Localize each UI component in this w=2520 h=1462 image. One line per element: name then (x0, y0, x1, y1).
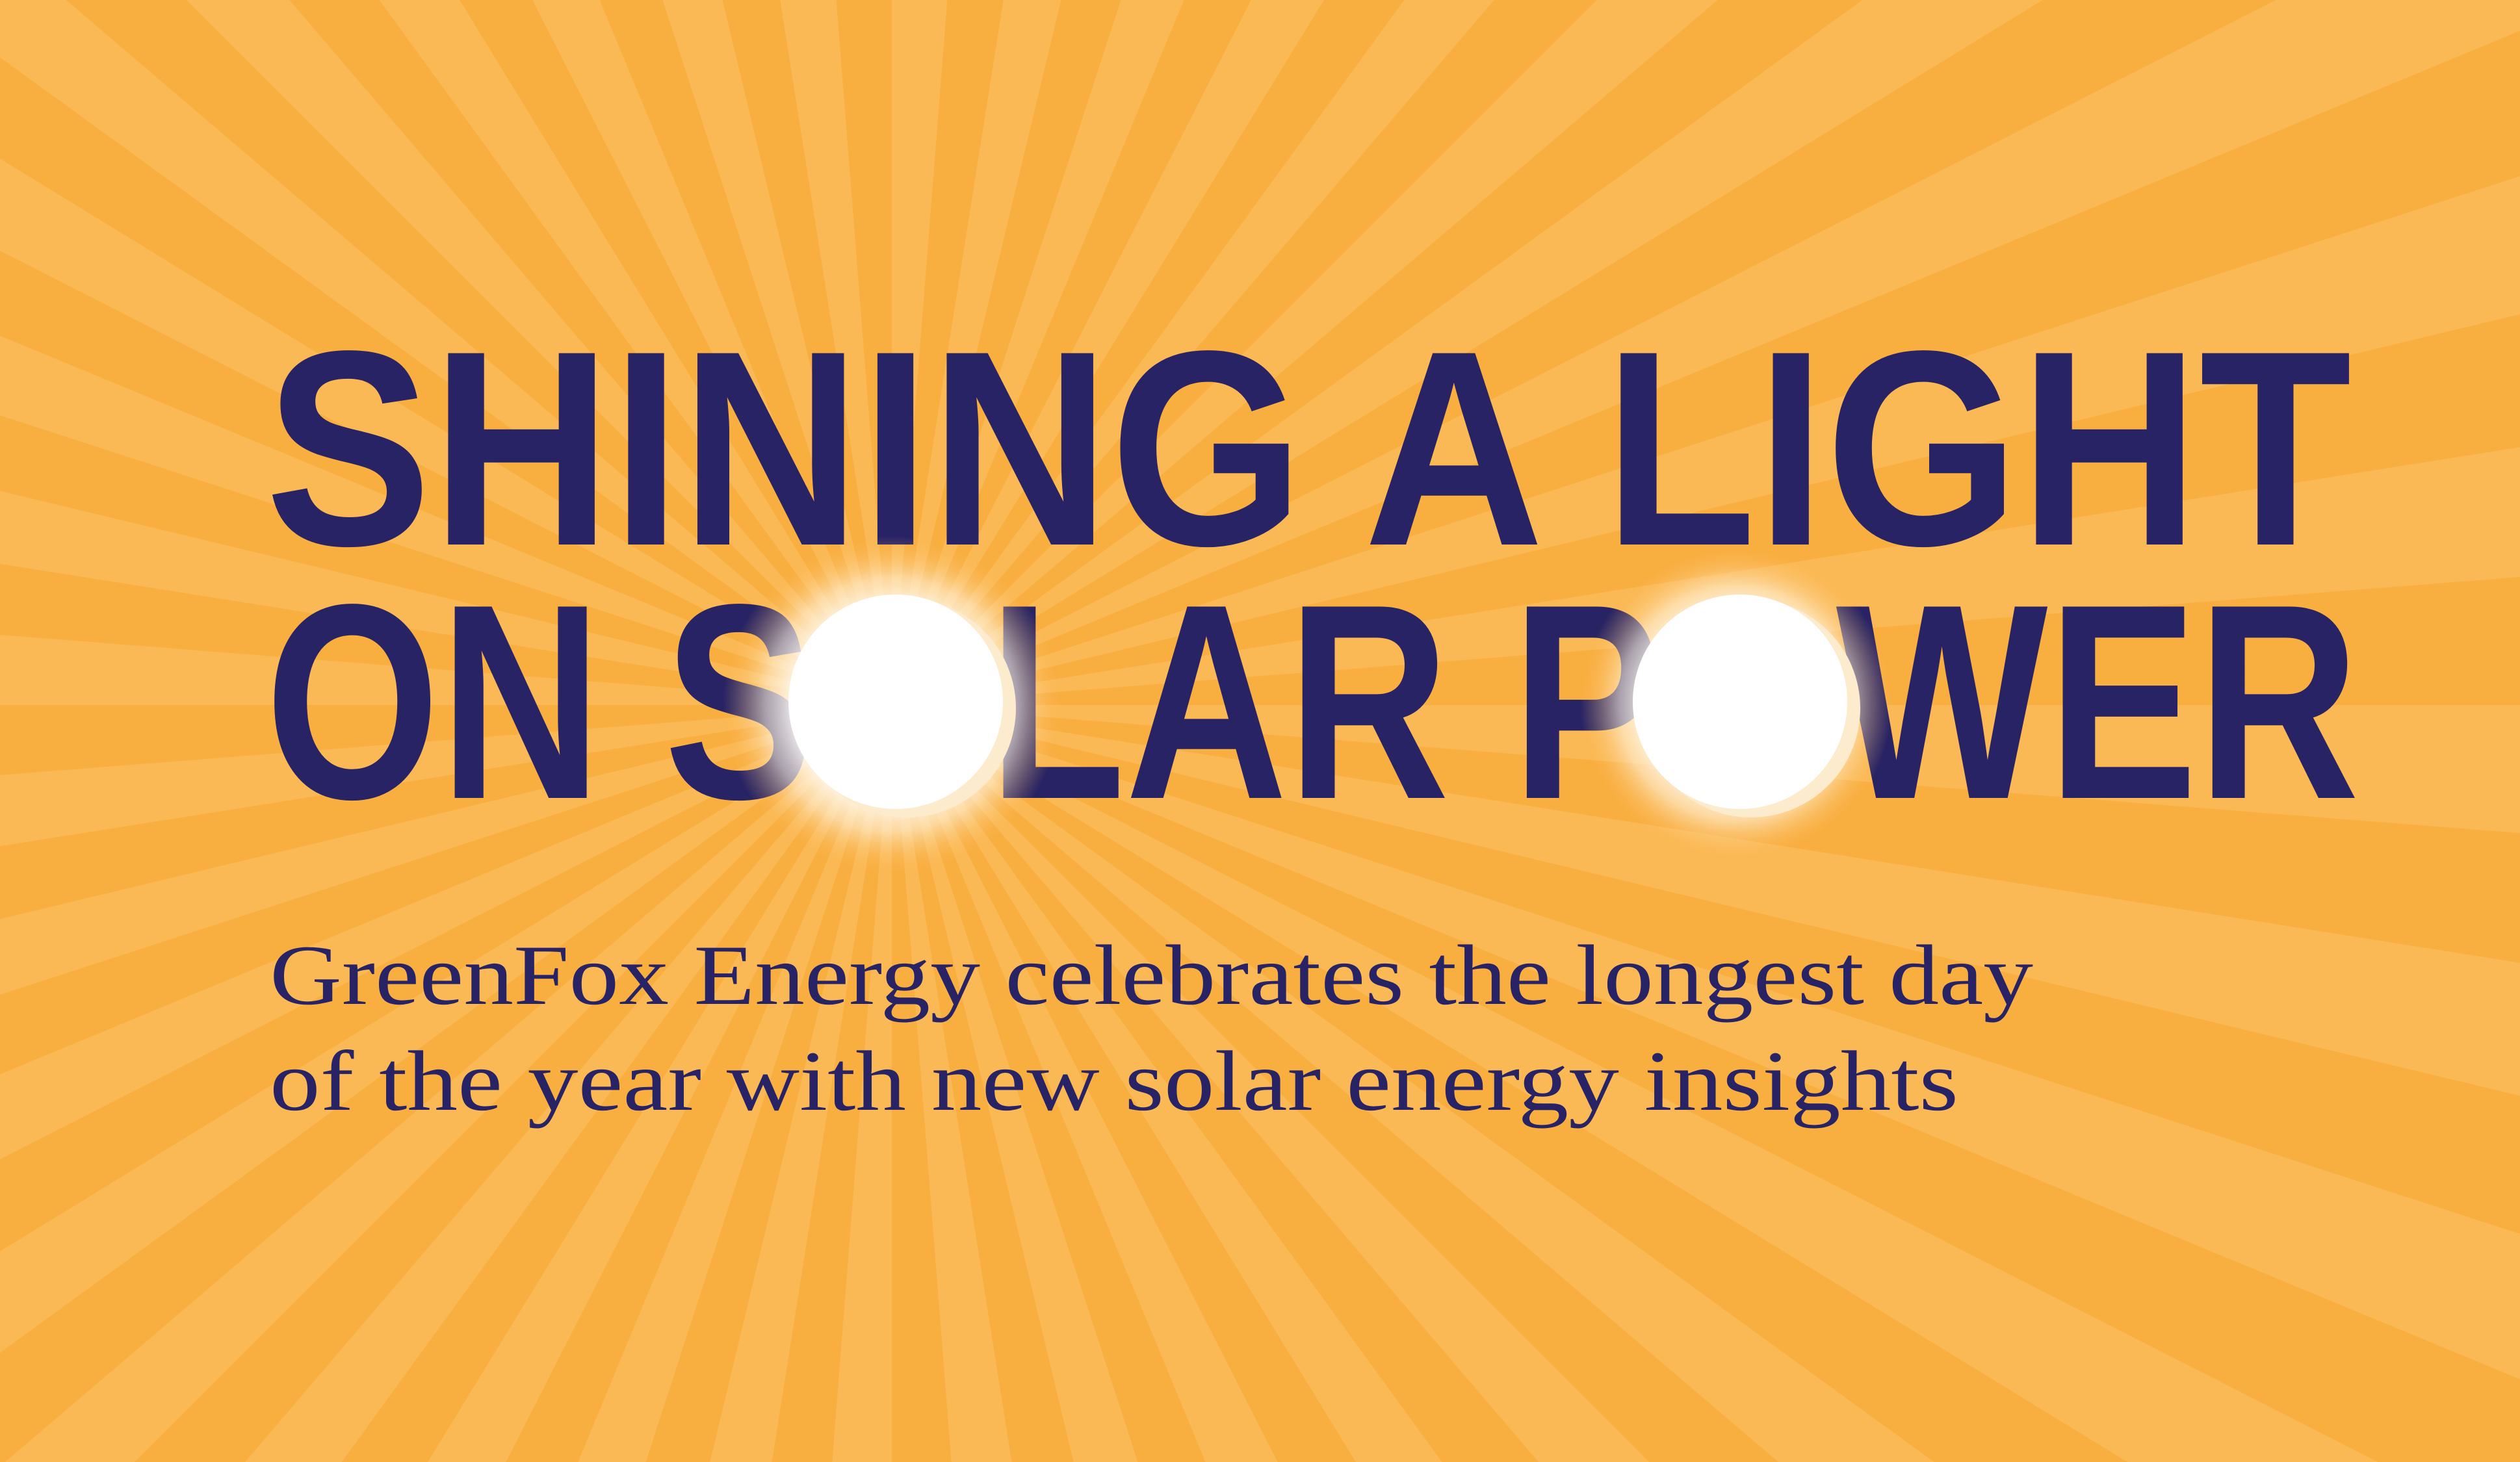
sun-ray (662, 0, 892, 705)
sun-ray (710, 705, 892, 1462)
sun-ray (892, 705, 1138, 1462)
subtitle-line-1: GreenFox Energy celebrates the longest d… (270, 927, 2033, 1023)
sun-ray (187, 0, 892, 705)
sun-ray (0, 159, 892, 705)
sun-ray (0, 705, 892, 1353)
sun-ray (0, 635, 892, 705)
sun-ray (892, 705, 1442, 1462)
sun-ray (892, 705, 1649, 1462)
headline-line-2: ON SOLAR POWER (265, 546, 2359, 857)
sun-ray (892, 0, 1494, 705)
sun-ray (379, 0, 892, 705)
sun-ray (780, 0, 892, 705)
sun-ray (892, 705, 2378, 1462)
sun-ray (892, 0, 1061, 705)
sun-ray (892, 705, 2520, 834)
sun-ray (892, 0, 948, 705)
sun-ray (892, 447, 2520, 705)
sun-ray (892, 0, 2520, 705)
sun-ray (0, 705, 892, 847)
sun-ray (0, 705, 892, 1160)
sun-ray (428, 705, 892, 1462)
sun-icon-1 (723, 536, 1061, 874)
sun-ray (892, 705, 1934, 1462)
sun-ray (892, 0, 1718, 705)
sun-ray (5, 705, 892, 1462)
headline-line-1: SHINING A LIGHT (265, 293, 2352, 604)
sun-ray (892, 0, 1324, 705)
sun-icon-2 (1580, 548, 1892, 860)
sun-ray (0, 705, 892, 995)
sun-ray (892, 0, 1184, 705)
sun-ray (0, 0, 892, 705)
sun-ray (532, 0, 892, 705)
sun-ray (245, 705, 892, 1462)
sun-ray (892, 176, 2520, 706)
sun-ray (832, 705, 892, 1462)
sun-ray (892, 0, 2043, 705)
sun-ray (0, 335, 892, 705)
sun-ray (892, 705, 2520, 1379)
sun-ray (578, 705, 892, 1462)
sun-ray (0, 491, 892, 705)
sun-ray (892, 705, 2520, 1096)
sun-ray (892, 705, 1012, 1462)
sun-ray (892, 705, 1278, 1462)
subtitle-line-2: of the year with new solar energy insigh… (270, 1033, 1958, 1129)
